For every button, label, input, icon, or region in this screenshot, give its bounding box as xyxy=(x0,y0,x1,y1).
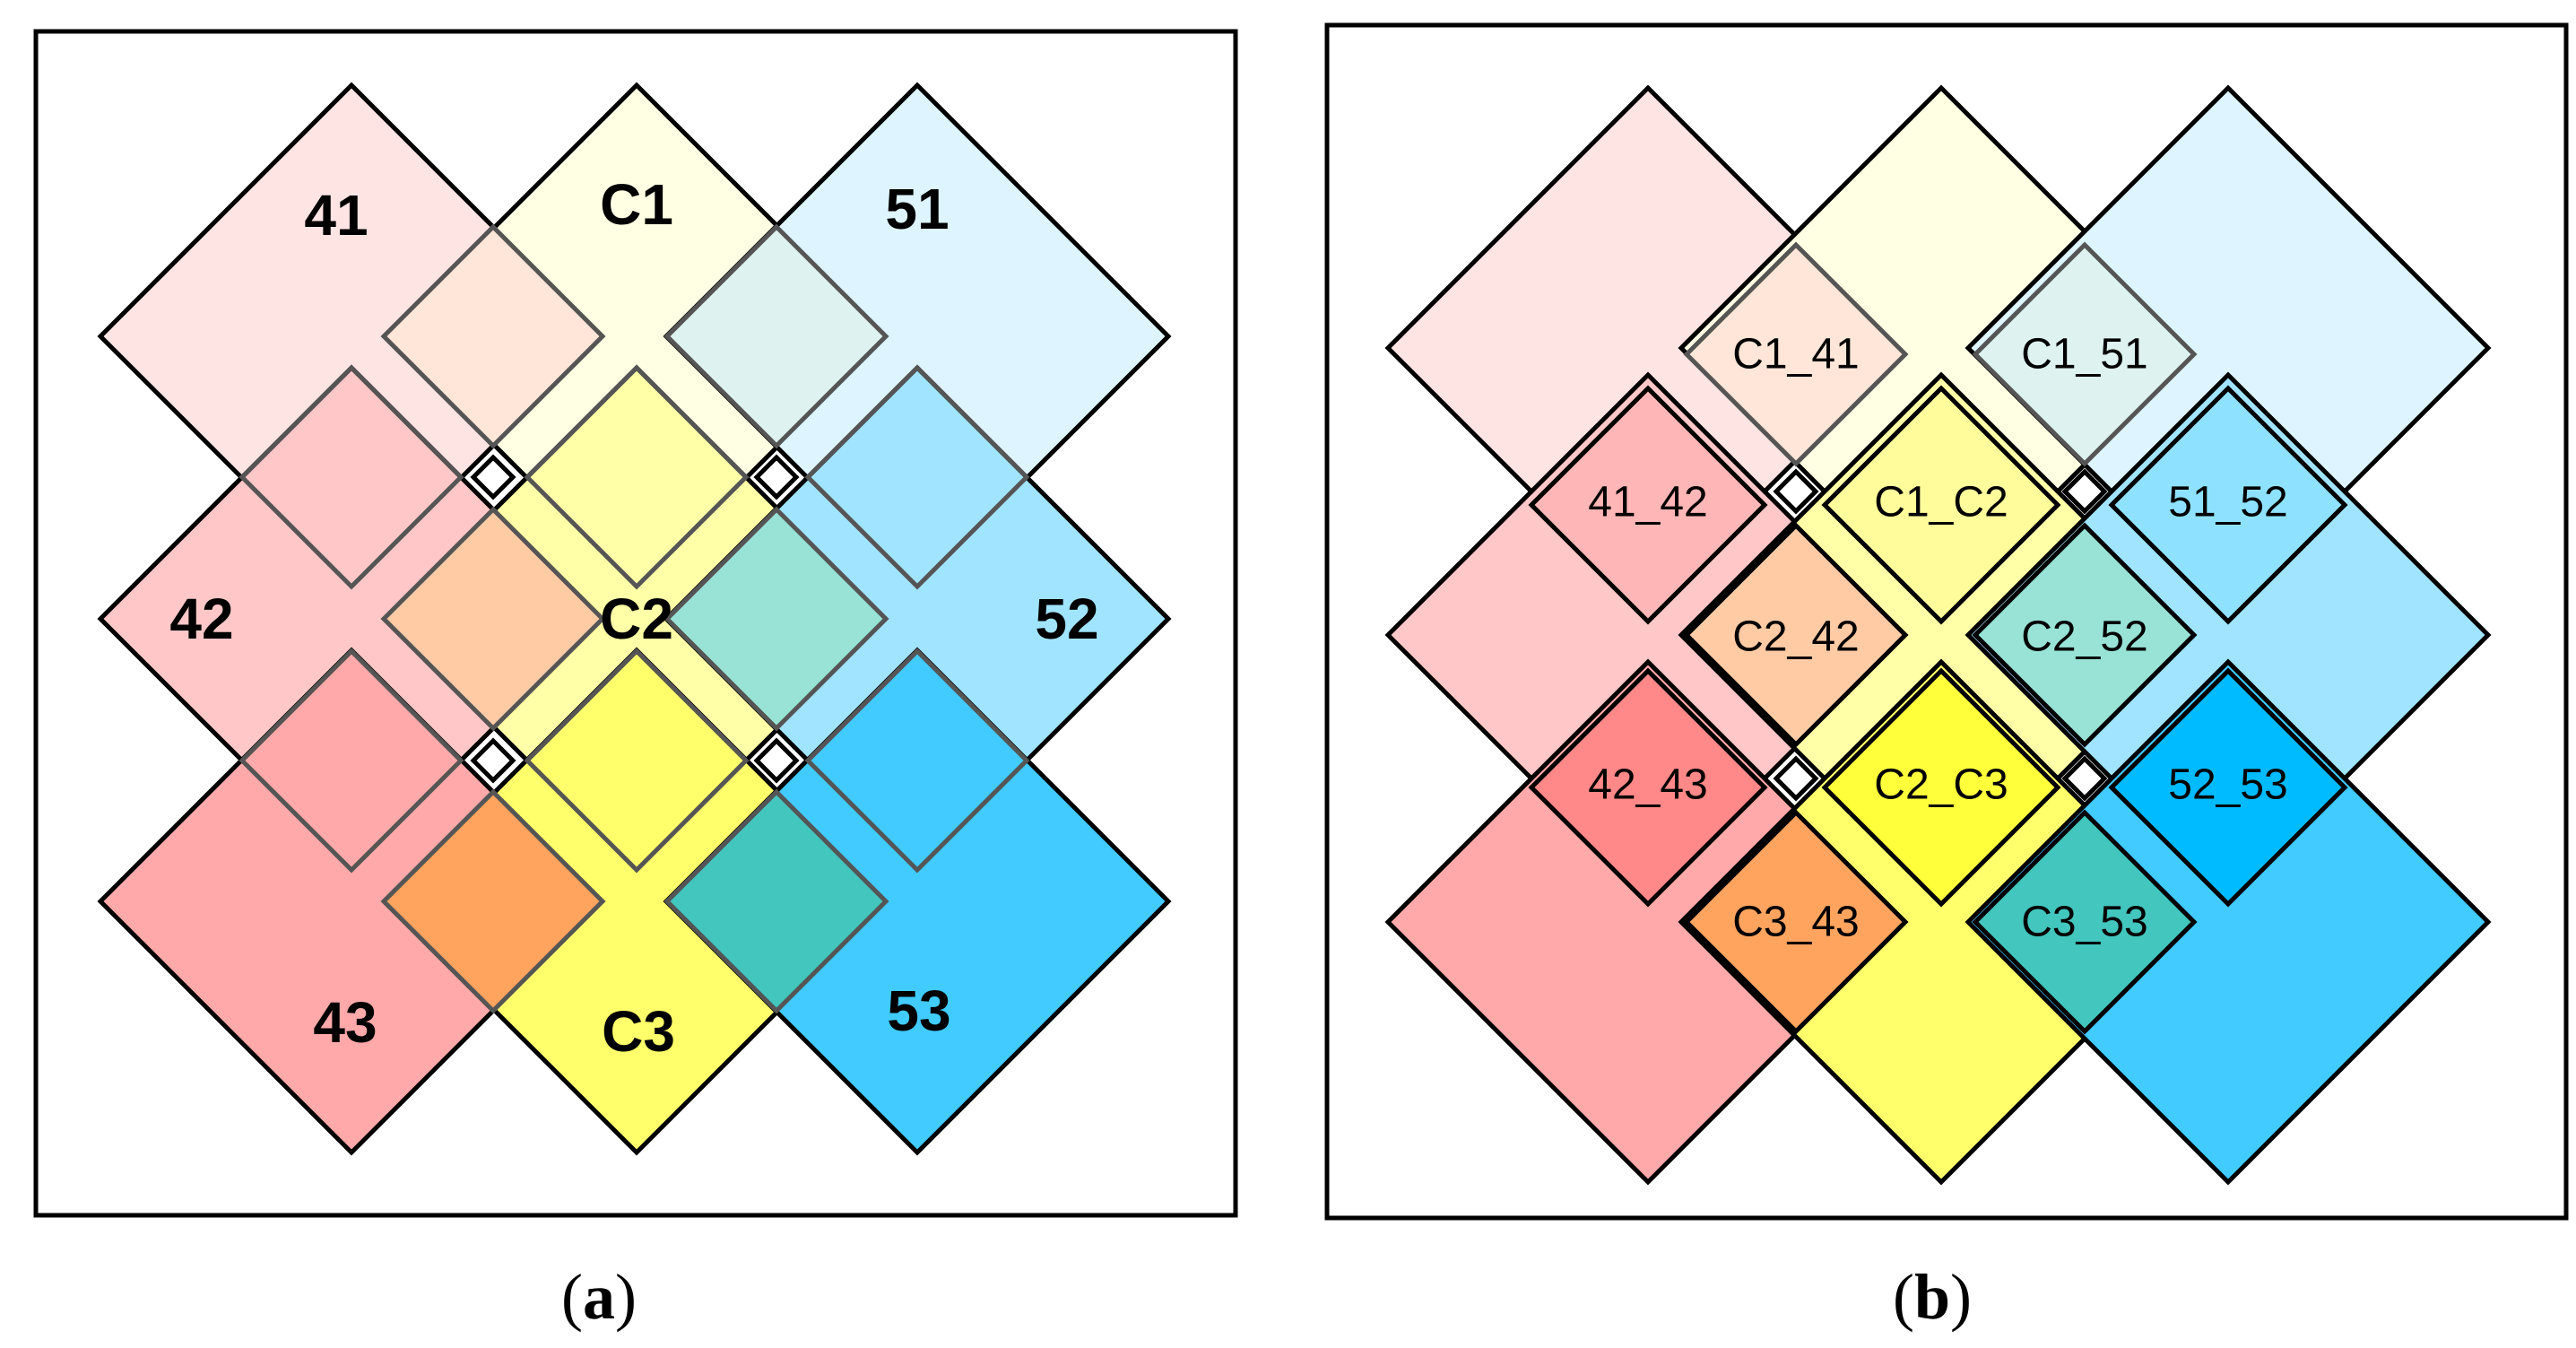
panel-b-caption: (b) xyxy=(1893,1261,1972,1333)
label-c2-42: C2_42 xyxy=(1732,613,1859,661)
gap-a-2-diamond xyxy=(753,454,800,500)
label-c1-c2: C1_C2 xyxy=(1874,479,2008,526)
overlap-a-r2-c1-diamond xyxy=(380,506,606,732)
panel-a-caption: (a) xyxy=(561,1261,637,1333)
label-c2-52: C2_52 xyxy=(2021,613,2147,661)
overlap-b-v2-c3-diamond xyxy=(2108,667,2348,908)
overlap-a-r1-c2-diamond xyxy=(664,223,889,449)
label-c3-43: C3_43 xyxy=(1732,899,1859,946)
overlap-a-v1-c2-diamond xyxy=(524,364,750,590)
label-c2-c3: C2_C3 xyxy=(1874,761,2008,809)
overlap-b-r1-c2-diamond xyxy=(1972,241,2198,467)
overlap-a-r3-c2-diamond xyxy=(664,788,889,1014)
gap-b-4-diamond xyxy=(2061,755,2108,802)
gap-b-1-diamond xyxy=(1773,468,1819,515)
overlap-b-v1-c3-diamond xyxy=(2108,385,2348,625)
overlap-b-r3-c1-diamond xyxy=(1683,809,1909,1035)
label-c1-51: C1_51 xyxy=(2021,331,2147,378)
panel-b: C1_41 C1_51 41_42 C1_C2 51_52 C2_42 C2_52 42_43… xyxy=(1324,22,2569,1221)
label-42: 42 xyxy=(169,587,233,651)
overlap-a-r1-c1-diamond xyxy=(380,223,606,449)
gap-a-1-diamond xyxy=(470,454,516,500)
label-43: 43 xyxy=(313,990,377,1055)
overlap-a-v2-c1-diamond xyxy=(239,648,464,874)
overlap-a-v2-c2-diamond xyxy=(524,648,750,874)
overlap-b-r1-c1-diamond xyxy=(1683,241,1909,467)
label-51: 51 xyxy=(885,177,949,241)
label-c1-41: C1_41 xyxy=(1732,331,1859,378)
label-41-42: 41_42 xyxy=(1588,479,1707,526)
gap-a-3-diamond xyxy=(470,737,516,784)
label-c3: C3 xyxy=(602,999,675,1064)
overlap-b-r3-c2-diamond xyxy=(1972,809,2198,1035)
block-b-53-diamond xyxy=(1965,658,2492,1186)
label-c3-53: C3_53 xyxy=(2021,899,2147,946)
label-53: 53 xyxy=(887,978,950,1043)
gap-b-3-diamond xyxy=(1773,755,1819,802)
overlap-b-r2-c1-diamond xyxy=(1683,522,1909,748)
label-41: 41 xyxy=(304,183,368,248)
overlap-a-r2-c2-diamond xyxy=(664,506,889,732)
overlap-a-v1-c1-diamond xyxy=(239,364,464,590)
overlap-a-r3-c1-diamond xyxy=(380,788,606,1014)
overlap-a-v2-c3-diamond xyxy=(804,648,1030,874)
overlap-b-v1-c1-diamond xyxy=(1528,385,1768,625)
overlap-b-r2-c2-diamond xyxy=(1972,522,2198,748)
label-c1: C1 xyxy=(600,172,673,237)
overlap-b-v1-c2-diamond xyxy=(1821,385,2061,625)
label-52: 52 xyxy=(1035,587,1098,651)
label-52-53: 52_53 xyxy=(2168,761,2287,809)
overlap-a-v1-c3-diamond xyxy=(804,364,1030,590)
label-42-43: 42_43 xyxy=(1588,761,1707,809)
overlap-b-v2-c2-diamond xyxy=(1821,667,2061,908)
overlap-b-v2-c1-diamond xyxy=(1528,667,1768,908)
gap-b-2-diamond xyxy=(2061,468,2108,515)
label-51-52: 51_52 xyxy=(2168,479,2287,526)
gap-a-4-diamond xyxy=(753,737,800,784)
label-c2: C2 xyxy=(600,587,673,651)
panel-a: 41 C1 51 42 C2 52 43 C3 53 xyxy=(33,29,1238,1218)
